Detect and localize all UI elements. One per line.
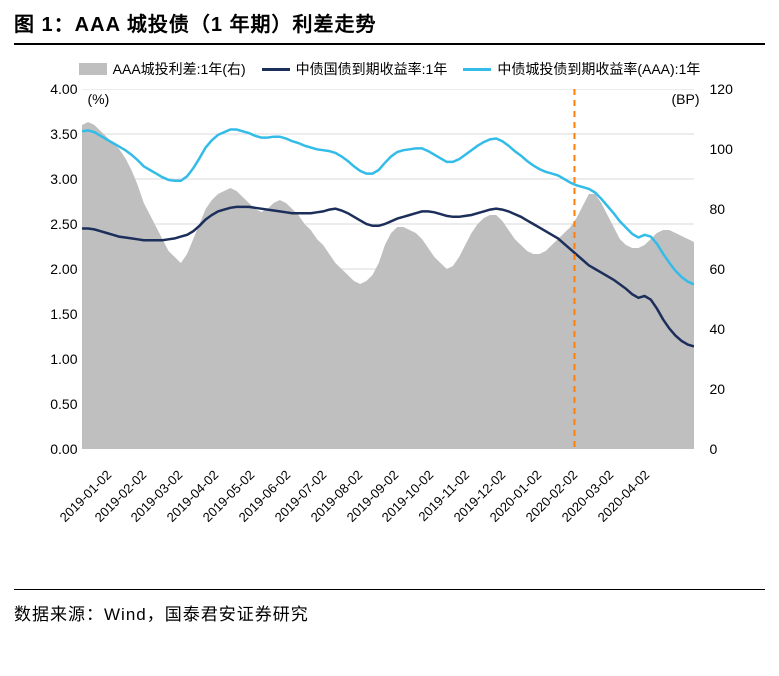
y-left-tick: 1.00: [20, 351, 78, 367]
legend-gov-label: 中债国债到期收益率:1年: [296, 59, 448, 79]
swatch-gov: [262, 68, 290, 71]
legend-spread-label: AAA城投利差:1年(右): [113, 59, 246, 79]
y-left-tick: 2.00: [20, 261, 78, 277]
data-source: 数据来源：Wind，国泰君安证券研究: [0, 594, 779, 639]
y-left-tick: 3.00: [20, 171, 78, 187]
y-right-tick: 120: [710, 81, 760, 97]
y-axis-left: 0.000.501.001.502.002.503.003.504.00: [20, 89, 78, 449]
y-right-tick: 20: [710, 381, 760, 397]
chart: AAA城投利差:1年(右) 中债国债到期收益率:1年 中债城投债到期收益率(AA…: [20, 59, 760, 579]
y-right-tick: 60: [710, 261, 760, 277]
legend-gov: 中债国债到期收益率:1年: [262, 59, 448, 79]
y-right-tick: 40: [710, 321, 760, 337]
swatch-spread: [79, 63, 107, 75]
legend-spread: AAA城投利差:1年(右): [79, 59, 246, 79]
x-axis-labels: 2019-01-022019-02-022019-03-022019-04-02…: [82, 455, 694, 575]
y-left-tick: 0.00: [20, 441, 78, 457]
figure-title: 图 1：AAA 城投债（1 年期）利差走势: [0, 0, 779, 43]
y-left-tick: 4.00: [20, 81, 78, 97]
y-right-tick: 0: [710, 441, 760, 457]
y-left-tick: 2.50: [20, 216, 78, 232]
y-left-tick: 1.50: [20, 306, 78, 322]
y-left-tick: 0.50: [20, 396, 78, 412]
title-rule: [14, 43, 765, 45]
swatch-chengtou: [463, 68, 491, 71]
y-right-tick: 100: [710, 141, 760, 157]
source-rule: [14, 589, 765, 590]
legend-chengtou-label: 中债城投债到期收益率(AAA):1年: [497, 59, 700, 79]
y-right-tick: 80: [710, 201, 760, 217]
y-axis-right: 020406080100120: [710, 89, 760, 449]
legend-chengtou: 中债城投债到期收益率(AAA):1年: [463, 59, 700, 79]
legend: AAA城投利差:1年(右) 中债国债到期收益率:1年 中债城投债到期收益率(AA…: [20, 59, 760, 79]
plot-area: [82, 89, 694, 449]
y-left-tick: 3.50: [20, 126, 78, 142]
